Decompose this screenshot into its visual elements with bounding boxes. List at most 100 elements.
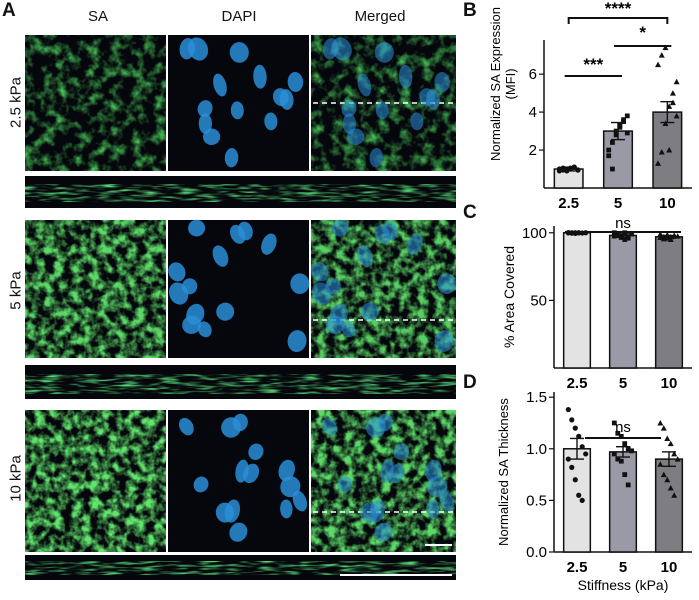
- data-point: [565, 456, 571, 462]
- nucleus: [230, 224, 246, 244]
- data-point: [572, 477, 578, 483]
- nucleus: [212, 245, 229, 267]
- x-tick-label: 2.5: [558, 195, 579, 212]
- nucleus: [434, 330, 454, 353]
- nucleus: [168, 262, 186, 282]
- data-point: [657, 231, 664, 237]
- data-point: [625, 235, 631, 241]
- nucleus: [425, 459, 442, 481]
- data-point: [625, 482, 631, 488]
- data-point: [667, 485, 674, 491]
- y-tick-label: 50: [530, 292, 547, 309]
- data-point: [569, 464, 575, 470]
- y-tick-label: 2: [529, 142, 537, 159]
- nucleus: [374, 522, 393, 542]
- panel-label-c: C: [463, 202, 477, 223]
- data-point: [572, 425, 578, 431]
- nucleus: [410, 112, 424, 131]
- nucleus: [434, 72, 450, 92]
- data-point: [606, 153, 612, 159]
- data-point: [575, 167, 581, 173]
- nucleus: [360, 502, 379, 523]
- data-point: [660, 471, 667, 478]
- data-point: [664, 435, 671, 441]
- data-point: [576, 492, 582, 498]
- data-point: [610, 140, 615, 145]
- data-point: [667, 440, 674, 447]
- data-point: [621, 119, 626, 124]
- nucleus: [229, 42, 249, 63]
- nucleus: [232, 413, 248, 432]
- data-point: [611, 451, 617, 457]
- nucleus: [342, 113, 356, 134]
- column-title-sa: SA: [87, 8, 108, 25]
- nucleus: [197, 321, 212, 338]
- nucleus: [181, 278, 198, 295]
- nucleus: [230, 101, 244, 120]
- data-point: [622, 472, 628, 477]
- data-point: [657, 419, 664, 426]
- data-point: [673, 78, 680, 85]
- nucleus: [253, 64, 267, 89]
- nucleus: [380, 459, 394, 483]
- nucleus: [264, 112, 278, 131]
- data-point: [671, 492, 678, 498]
- nucleus: [287, 330, 307, 353]
- data-point: [617, 124, 623, 130]
- y-tick-label: 1.5: [526, 389, 547, 406]
- data-point: [576, 433, 582, 439]
- x-tick-label: 2.5: [567, 559, 588, 576]
- x-tick-label: 10: [661, 375, 678, 392]
- nucleus: [325, 278, 341, 295]
- nucleus: [216, 302, 235, 321]
- data-point: [669, 90, 676, 96]
- y-tick-label: 6: [529, 66, 537, 83]
- chart-c: 50 100 2.5 5 10 % Area Covered ns: [501, 215, 692, 392]
- y-axis-label: Normalized SA Thickness: [496, 398, 511, 546]
- data-point: [624, 130, 630, 136]
- bar: [608, 451, 638, 553]
- nucleus: [341, 321, 356, 338]
- nucleus: [215, 502, 235, 523]
- sig-label: ns: [615, 215, 631, 232]
- nucleus: [280, 499, 293, 519]
- nucleus: [426, 499, 440, 519]
- nucleus: [357, 245, 373, 267]
- data-point: [618, 458, 624, 464]
- nucleus: [193, 476, 209, 493]
- data-point: [673, 112, 680, 119]
- data-point: [671, 450, 678, 457]
- nucleus: [278, 459, 296, 481]
- data-point: [613, 128, 619, 134]
- nucleus: [292, 490, 308, 512]
- nucleus: [179, 38, 196, 60]
- data-point: [615, 456, 621, 462]
- nucleus: [224, 148, 239, 168]
- data-point: [622, 441, 628, 447]
- data-point: [629, 448, 635, 454]
- nucleus: [322, 38, 339, 60]
- nucleus: [369, 148, 384, 168]
- nucleus: [178, 417, 194, 436]
- data-point: [657, 461, 664, 467]
- nucleus: [287, 72, 304, 92]
- y-tick-label: 1.0: [526, 441, 547, 458]
- sig-label: ***: [583, 55, 603, 74]
- panel-label-d: D: [463, 372, 477, 393]
- x-tick-label: 5: [619, 559, 627, 576]
- nucleus: [437, 273, 457, 295]
- panel-label-b: B: [463, 0, 477, 21]
- nucleus: [229, 522, 248, 542]
- x-tick-label: 10: [661, 559, 678, 576]
- nucleus: [337, 476, 353, 493]
- data-point: [662, 44, 669, 51]
- x-tick-label: 5: [614, 195, 622, 212]
- nucleus: [331, 219, 349, 237]
- data-point: [674, 456, 681, 462]
- nucleus: [398, 64, 413, 89]
- micrograph-grid: [25, 35, 457, 580]
- y-axis-label: % Area Covered: [501, 246, 517, 348]
- bar: [654, 236, 684, 369]
- nucleus: [186, 303, 205, 325]
